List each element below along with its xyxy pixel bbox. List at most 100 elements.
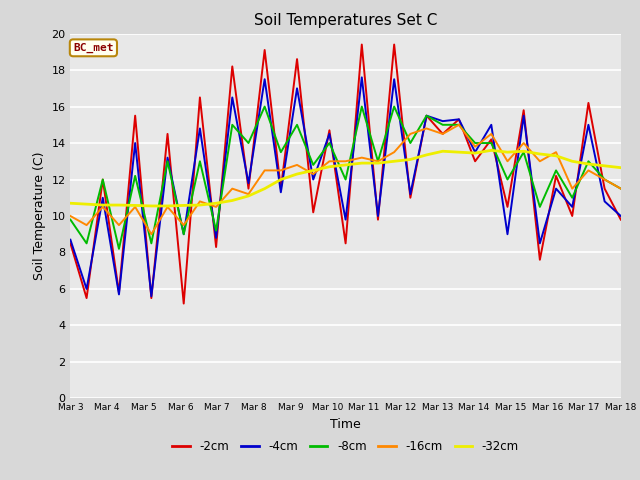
- -8cm: [131, 173, 139, 179]
- -32cm: [601, 163, 609, 168]
- -8cm: [422, 113, 430, 119]
- -32cm: [390, 158, 398, 164]
- -2cm: [309, 209, 317, 215]
- -8cm: [147, 240, 155, 246]
- -32cm: [196, 202, 204, 208]
- -8cm: [196, 158, 204, 164]
- -32cm: [568, 158, 576, 164]
- -4cm: [439, 118, 447, 124]
- -4cm: [406, 191, 414, 197]
- -16cm: [309, 171, 317, 177]
- Line: -8cm: -8cm: [70, 107, 621, 249]
- -8cm: [342, 177, 349, 182]
- -16cm: [228, 186, 236, 192]
- -2cm: [617, 217, 625, 223]
- -2cm: [439, 131, 447, 137]
- -32cm: [374, 160, 382, 166]
- -2cm: [342, 240, 349, 246]
- -16cm: [471, 144, 479, 150]
- -16cm: [568, 186, 576, 192]
- -32cm: [180, 203, 188, 208]
- -2cm: [374, 217, 382, 223]
- Title: Soil Temperatures Set C: Soil Temperatures Set C: [254, 13, 437, 28]
- -4cm: [536, 240, 544, 246]
- -8cm: [83, 240, 90, 246]
- Text: BC_met: BC_met: [73, 43, 114, 53]
- -4cm: [601, 199, 609, 204]
- -32cm: [422, 152, 430, 158]
- -4cm: [99, 195, 107, 201]
- -8cm: [326, 140, 333, 146]
- -8cm: [488, 140, 495, 146]
- -4cm: [358, 74, 365, 80]
- Legend: -2cm, -4cm, -8cm, -16cm, -32cm: -2cm, -4cm, -8cm, -16cm, -32cm: [168, 436, 524, 458]
- -32cm: [536, 151, 544, 157]
- -8cm: [439, 122, 447, 128]
- -32cm: [147, 203, 155, 209]
- -32cm: [584, 161, 592, 167]
- -2cm: [390, 42, 398, 48]
- -16cm: [536, 158, 544, 164]
- -8cm: [164, 158, 172, 164]
- -16cm: [552, 149, 560, 155]
- -8cm: [455, 122, 463, 128]
- -2cm: [601, 186, 609, 192]
- Line: -4cm: -4cm: [70, 77, 621, 296]
- -16cm: [488, 131, 495, 137]
- -32cm: [504, 149, 511, 155]
- -16cm: [83, 222, 90, 228]
- -4cm: [196, 126, 204, 132]
- -4cm: [326, 131, 333, 137]
- -4cm: [374, 213, 382, 219]
- -2cm: [212, 244, 220, 250]
- -32cm: [115, 202, 123, 208]
- -4cm: [293, 85, 301, 91]
- -32cm: [131, 203, 139, 208]
- -4cm: [277, 190, 285, 195]
- -32cm: [488, 147, 495, 153]
- -8cm: [244, 140, 252, 146]
- -16cm: [212, 204, 220, 210]
- -8cm: [584, 158, 592, 164]
- -8cm: [471, 140, 479, 146]
- Y-axis label: Soil Temperature (C): Soil Temperature (C): [33, 152, 46, 280]
- -32cm: [212, 200, 220, 206]
- -8cm: [617, 186, 625, 192]
- -16cm: [584, 168, 592, 173]
- -4cm: [504, 231, 511, 237]
- -4cm: [455, 117, 463, 122]
- -4cm: [471, 149, 479, 155]
- -16cm: [601, 177, 609, 182]
- -32cm: [99, 202, 107, 208]
- -16cm: [67, 213, 74, 219]
- -32cm: [228, 198, 236, 204]
- -16cm: [147, 231, 155, 237]
- -16cm: [277, 168, 285, 173]
- -32cm: [67, 200, 74, 206]
- -8cm: [293, 122, 301, 128]
- -8cm: [212, 228, 220, 233]
- -4cm: [180, 231, 188, 237]
- -2cm: [520, 108, 527, 113]
- -4cm: [115, 291, 123, 297]
- -4cm: [520, 113, 527, 119]
- -32cm: [277, 177, 285, 182]
- -32cm: [406, 156, 414, 162]
- -2cm: [228, 63, 236, 69]
- -32cm: [244, 193, 252, 199]
- -32cm: [261, 186, 269, 192]
- -2cm: [488, 136, 495, 142]
- -8cm: [261, 104, 269, 109]
- -4cm: [390, 76, 398, 82]
- -8cm: [374, 158, 382, 164]
- -8cm: [277, 149, 285, 155]
- -2cm: [536, 257, 544, 263]
- -4cm: [244, 180, 252, 186]
- -32cm: [164, 203, 172, 209]
- -2cm: [293, 56, 301, 62]
- -16cm: [617, 186, 625, 192]
- -2cm: [99, 177, 107, 182]
- -4cm: [67, 237, 74, 242]
- -8cm: [520, 149, 527, 155]
- -8cm: [601, 177, 609, 182]
